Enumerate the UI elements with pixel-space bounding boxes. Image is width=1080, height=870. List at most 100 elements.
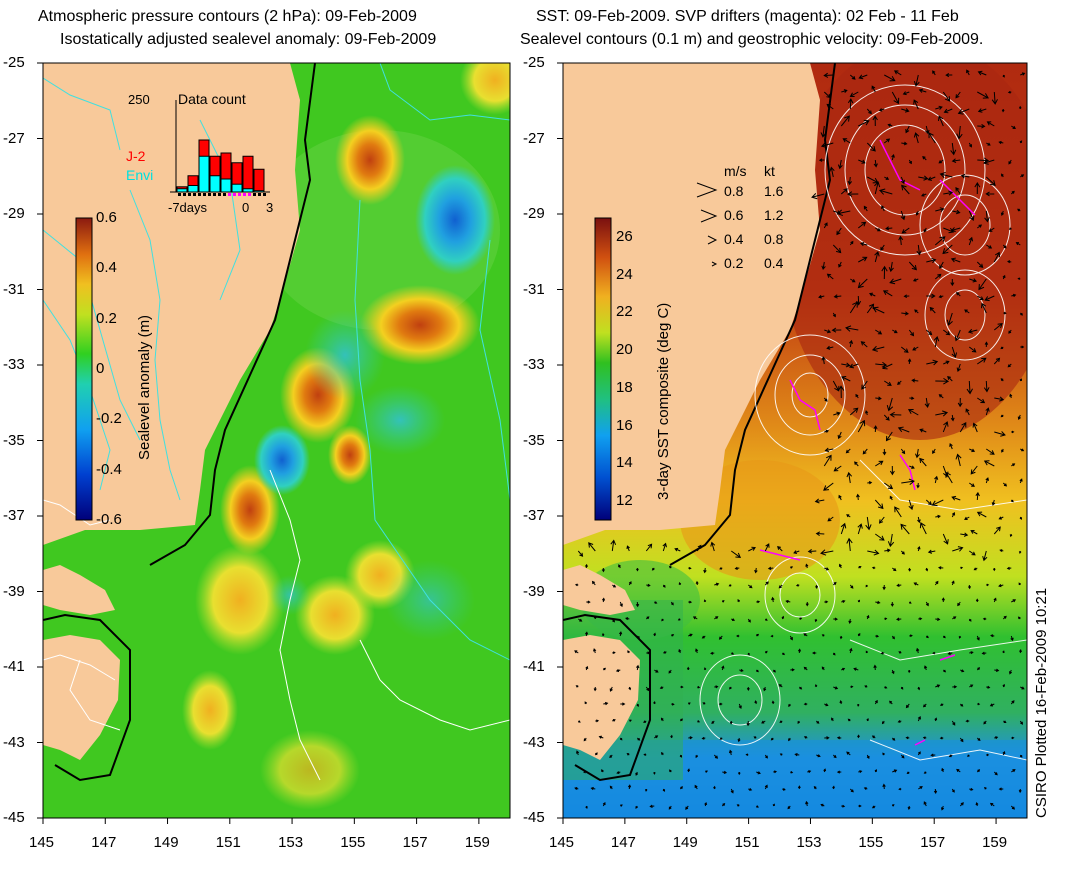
- velocity-arrow: [900, 686, 904, 690]
- y-tick-label: -29: [523, 205, 545, 222]
- right-colorbar-label: 3-day SST composite (deg C): [655, 302, 672, 500]
- velocity-arrow: [821, 666, 825, 671]
- velocity-arrow: [701, 736, 706, 740]
- velocity-arrow: [695, 580, 699, 586]
- velocity-arrow: [764, 784, 768, 790]
- velocity-arrow: [977, 357, 987, 365]
- velocity-arrow: [934, 273, 942, 280]
- velocity-arrow: [731, 652, 735, 655]
- velocity-arrow: [857, 221, 867, 229]
- velocity-arrow: [969, 787, 974, 791]
- velocity-arrow: [992, 567, 996, 572]
- velocity-arrow: [858, 804, 862, 808]
- velocity-arrow: [702, 702, 706, 705]
- velocity-arrow: [915, 210, 919, 216]
- velocity-arrow: [900, 346, 909, 353]
- velocity-arrow: [794, 752, 800, 757]
- data-count-tick-zero: 0: [242, 200, 250, 215]
- data-count-max-label: 250: [128, 92, 150, 107]
- velocity-arrow: [943, 108, 953, 114]
- velocity-arrow: [704, 801, 708, 807]
- velocity-arrow: [620, 702, 626, 706]
- velocity-arrow: [772, 669, 776, 673]
- velocity-arrow: [692, 616, 698, 620]
- velocity-arrow: [798, 686, 803, 690]
- velocity-arrow: [901, 184, 910, 195]
- velocity-arrow: [925, 567, 929, 572]
- velocity-arrow: [583, 737, 587, 742]
- velocity-arrows: [574, 69, 1026, 811]
- velocity-arrow: [820, 125, 827, 138]
- velocity-arrow: [881, 720, 885, 725]
- velocity-arrow: [887, 533, 895, 548]
- velocity-arrow: [826, 103, 834, 110]
- velocity-arrow: [1020, 345, 1025, 349]
- velocity-arrow: [922, 736, 927, 740]
- velocity-arrow: [865, 584, 868, 588]
- velocity-arrow: [1017, 277, 1021, 281]
- velocity-arrow: [956, 291, 961, 297]
- x-tick-label: 155: [340, 834, 366, 851]
- velocity-legend-ms-value: 0.6: [724, 207, 744, 223]
- velocity-arrow: [985, 477, 990, 484]
- velocity-arrow: [932, 651, 936, 655]
- velocity-arrow: [635, 601, 640, 608]
- y-tick-label: -37: [3, 507, 25, 524]
- x-tick-label: 147: [610, 834, 636, 851]
- velocity-arrow: [777, 545, 783, 552]
- velocity-arrow: [957, 397, 963, 408]
- velocity-arrow: [974, 181, 981, 195]
- velocity-arrow: [603, 701, 609, 706]
- velocity-arrow: [721, 665, 725, 671]
- velocity-arrow: [734, 566, 740, 570]
- data-count-marker: [178, 193, 181, 196]
- velocity-arrow: [1010, 499, 1014, 503]
- velocity-arrow: [892, 329, 898, 334]
- data-count-marker: [238, 193, 241, 196]
- velocity-arrow: [978, 278, 987, 291]
- colorbar-tick-label: 18: [616, 378, 633, 396]
- velocity-arrow: [1019, 312, 1024, 316]
- velocity-arrow: [591, 580, 596, 586]
- velocity-arrow: [960, 532, 969, 537]
- velocity-arrow: [951, 495, 961, 501]
- velocity-arrow: [935, 514, 941, 519]
- legend-series-envi: Envi: [126, 167, 154, 183]
- velocity-legend-kt-value: 0.4: [764, 255, 784, 271]
- colorbar-tick-label: 0: [96, 360, 105, 377]
- velocity-arrow: [593, 686, 597, 692]
- velocity-arrow: [678, 648, 682, 654]
- velocity-arrow: [919, 522, 927, 535]
- velocity-arrow: [677, 618, 681, 621]
- velocity-arrow: [833, 617, 838, 621]
- velocity-arrow: [933, 335, 940, 348]
- velocity-arrow: [818, 158, 825, 162]
- velocity-arrow: [950, 227, 961, 233]
- velocity-arrow: [821, 356, 826, 365]
- velocity-arrow: [588, 542, 596, 552]
- velocity-arrow: [781, 615, 785, 620]
- velocity-arrow: [697, 685, 701, 689]
- velocity-arrow: [969, 482, 975, 487]
- velocity-arrow: [832, 312, 836, 318]
- velocity-arrow: [939, 736, 944, 740]
- velocity-arrow: [935, 105, 943, 110]
- velocity-arrow: [1000, 210, 1005, 217]
- velocity-arrow: [905, 125, 910, 134]
- velocity-arrow: [627, 650, 630, 654]
- velocity-arrow: [885, 431, 893, 442]
- velocity-arrow: [627, 784, 632, 790]
- velocity-arrow: [805, 800, 809, 807]
- velocity-arrow: [818, 294, 825, 299]
- colorbar-tick-label: 0.4: [96, 259, 117, 277]
- velocity-arrow: [1009, 533, 1013, 538]
- velocity-arrow: [832, 652, 836, 656]
- velocity-arrow: [935, 684, 941, 688]
- velocity-arrow: [891, 737, 896, 741]
- velocity-arrow: [803, 736, 808, 739]
- plot-footer: CSIRO Plotted 16-Feb-2009 10:21: [1033, 587, 1050, 818]
- velocity-arrow: [654, 735, 659, 739]
- velocity-arrow: [947, 651, 953, 656]
- velocity-arrow: [900, 210, 906, 221]
- velocity-arrow: [989, 802, 995, 807]
